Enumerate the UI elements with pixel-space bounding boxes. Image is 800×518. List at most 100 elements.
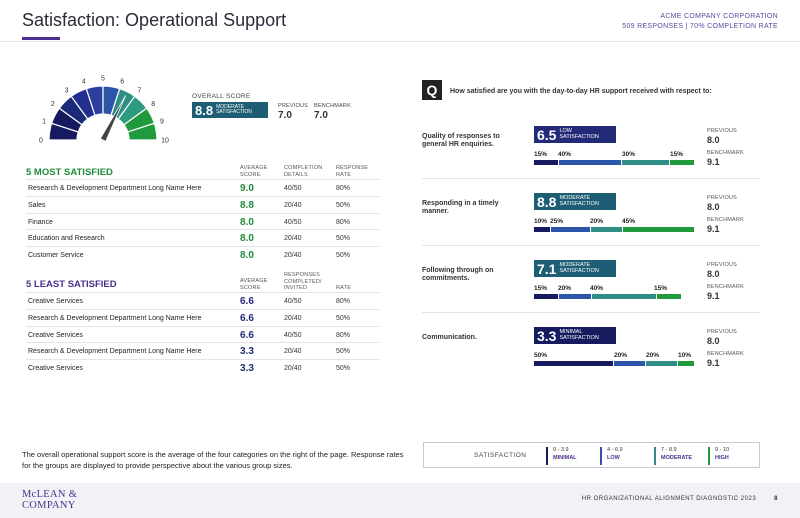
category-label: Responding in a timely manner. xyxy=(422,200,499,215)
gauge-tick-label: 1 xyxy=(42,118,46,125)
completion-details: 20/40 xyxy=(284,235,302,243)
legend-level: LOW xyxy=(607,454,620,461)
segment-bar-fill xyxy=(645,361,678,366)
response-rate: 50% xyxy=(336,235,351,243)
title-accent-bar xyxy=(22,37,60,40)
response-rate: 80% xyxy=(336,298,351,305)
completion-details: 20/40 xyxy=(284,314,302,322)
overall-category-line2: SATISFACTION xyxy=(216,109,252,115)
average-score: 8.8 xyxy=(240,199,254,211)
most-satisfied-title: 5 MOST SATISFIED xyxy=(26,167,113,178)
category-level-line2: SATISFACTION xyxy=(559,200,599,207)
response-summary: 509 RESPONSES | 70% COMPLETION RATE xyxy=(622,23,778,30)
overall-score-label: OVERALL SCORE xyxy=(192,93,251,100)
question-text: How satisfied are you with the day-to-da… xyxy=(450,88,712,95)
category-benchmark-label: BENCHMARK xyxy=(707,351,744,357)
legend-item: 9 - 10 HIGH xyxy=(708,447,729,465)
gauge-tick-label: 6 xyxy=(120,79,124,86)
table-row: Sales 8.8 20/40 50% xyxy=(26,195,380,213)
table-row: Research & Development Department Long N… xyxy=(26,308,380,326)
group-name: Customer Service xyxy=(28,252,84,260)
segment-bar-fill xyxy=(558,160,622,165)
category-benchmark-value: 9.1 xyxy=(707,224,720,234)
average-score: 3.3 xyxy=(240,363,254,375)
segment-percent: 40% xyxy=(558,151,572,158)
category-previous-value: 8.0 xyxy=(707,269,720,279)
overall-category-line1: MODERATE xyxy=(216,103,245,110)
segment-bar-fill xyxy=(670,160,694,165)
average-score: 6.6 xyxy=(240,296,254,307)
category-benchmark-label: BENCHMARK xyxy=(707,284,744,290)
segment-percent: 20% xyxy=(558,285,572,292)
category-benchmark-value: 9.1 xyxy=(707,157,720,167)
average-score: 3.3 xyxy=(240,346,254,358)
category-level-line1: LOW xyxy=(559,128,572,134)
segment-percent: 50% xyxy=(534,352,548,359)
category-previous-label: PREVIOUS xyxy=(707,195,738,201)
category-label: Communication. xyxy=(422,334,477,341)
logo-line2: COMPANY xyxy=(22,500,76,511)
segment-percent: 30% xyxy=(622,151,636,158)
most-col-score: AVERAGE SCORE xyxy=(240,165,268,178)
table-row: Creative Services 6.6 40/50 80% xyxy=(26,292,380,309)
segment-bar-fill xyxy=(678,361,695,366)
segment-percent: 20% xyxy=(614,352,628,359)
segment-bar xyxy=(534,294,694,299)
least-col-score: AVERAGE SCORE xyxy=(240,278,268,291)
category-score: 8.8 xyxy=(537,193,557,210)
segment-percent: 15% xyxy=(534,285,548,292)
satisfaction-legend: SATISFACTION 0 - 3.9 MINIMAL 4 - 6.9 LOW 7 -… xyxy=(423,442,760,468)
completion-details: 20/40 xyxy=(284,252,302,260)
logo-line1: McLEAN & xyxy=(22,489,78,500)
segment-percent: 15% xyxy=(654,285,668,292)
group-name: Creative Services xyxy=(28,331,83,339)
segment-bar-fill xyxy=(657,294,681,299)
footnote: The overall operational support score is… xyxy=(22,450,404,470)
legend-level: MINIMAL xyxy=(553,454,577,461)
segment-percent: 20% xyxy=(590,218,604,225)
table-row: Research & Development Department Long N… xyxy=(26,179,380,196)
least-col-completion: RESPONSES COMPLETED/INVITED xyxy=(284,272,322,291)
legend-range: 0 - 3.9 xyxy=(553,447,569,453)
group-name: Research & Development Department Long N… xyxy=(28,185,202,192)
legend-level: MODERATE xyxy=(661,454,693,461)
category-level: MODERATE SATISFACTION xyxy=(559,195,599,207)
group-name: Finance xyxy=(28,218,53,226)
legend-item: 7 - 8.9 MODERATE xyxy=(654,447,692,465)
segment-bar xyxy=(534,160,694,165)
response-rate: 80% xyxy=(336,331,351,339)
category-level-line2: SATISFACTION xyxy=(559,133,599,140)
response-rate: 50% xyxy=(336,252,351,260)
overall-score-category: MODERATE SATISFACTION xyxy=(216,103,252,116)
table-row: Education and Research 8.0 20/40 50% xyxy=(26,229,380,246)
completion-details: 40/50 xyxy=(284,218,302,226)
legend-range: 7 - 8.9 xyxy=(661,447,677,453)
segment-bar-fill xyxy=(550,227,590,232)
average-score: 8.0 xyxy=(240,216,254,228)
segment-percent: 10% xyxy=(678,352,692,359)
legend-item: 4 - 6.9 LOW xyxy=(600,447,623,465)
gauge-tick-label: 10 xyxy=(161,138,169,145)
category-divider xyxy=(422,178,760,179)
group-name: Education and Research xyxy=(28,235,105,243)
legend-level: HIGH xyxy=(715,454,729,461)
category-previous-label: PREVIOUS xyxy=(707,262,738,268)
completion-details: 40/50 xyxy=(284,331,302,339)
least-satisfied-title: 5 LEAST SATISFIED xyxy=(26,279,117,290)
group-name: Creative Services xyxy=(28,365,83,373)
average-score: 8.0 xyxy=(240,233,254,245)
table-row: Research & Development Department Long N… xyxy=(26,342,380,359)
segment-bar-fill xyxy=(613,361,645,366)
table-row: Customer Service 8.0 20/40 50% xyxy=(26,246,380,263)
segment-bar-fill xyxy=(622,160,670,165)
page-footer: McLEAN & COMPANY HR ORGANIZATIONAL ALIGN… xyxy=(0,483,800,518)
category-score: 7.1 xyxy=(537,260,557,277)
most-col-completion: COMPLETION DETAILS xyxy=(284,165,323,178)
average-score: 6.6 xyxy=(240,312,254,324)
footer-meta: HR ORGANIZATIONAL ALIGNMENT DIAGNOSTIC 2… xyxy=(582,496,778,502)
least-col-rate: RATE xyxy=(336,285,352,291)
table-row: Creative Services 6.6 40/50 80% xyxy=(26,325,380,343)
page-number: 8 xyxy=(774,496,778,502)
average-score: 9.0 xyxy=(240,183,254,194)
category-previous-value: 8.0 xyxy=(707,336,720,346)
